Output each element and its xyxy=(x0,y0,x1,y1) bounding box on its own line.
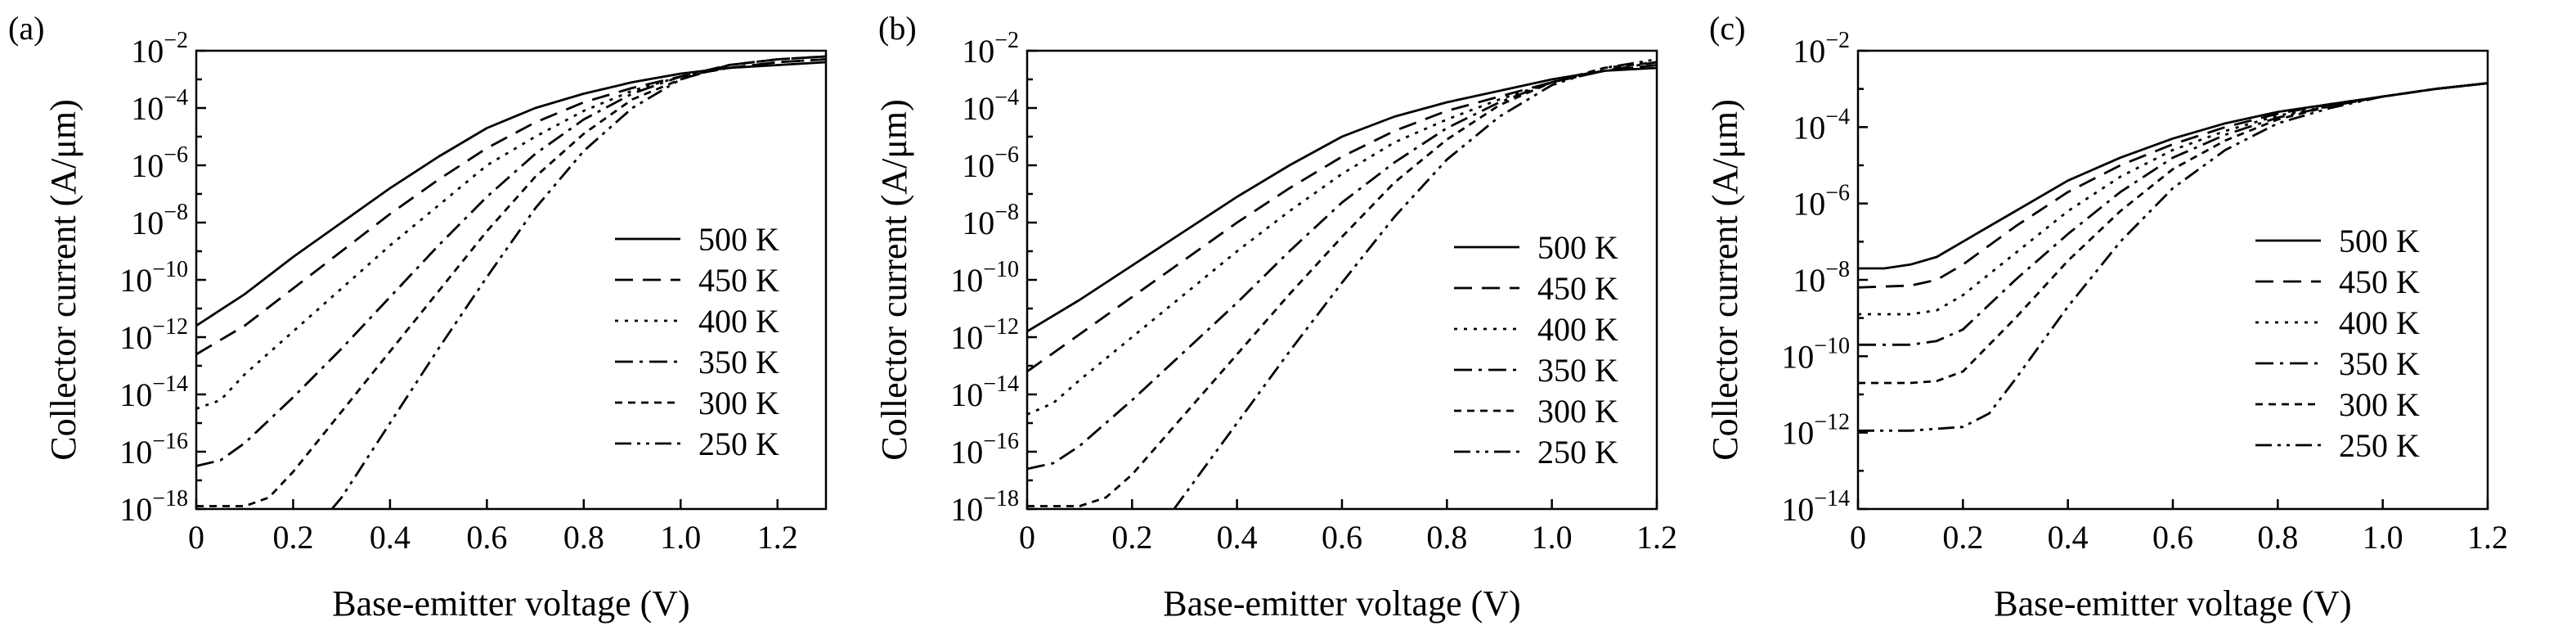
y-tick-label: 10−2 xyxy=(131,28,188,70)
x-tick-label: 0 xyxy=(188,519,204,556)
x-axis-label: Base-emitter voltage (V) xyxy=(332,583,689,624)
y-tick-label: 10−8 xyxy=(1793,257,1850,299)
x-tick-label: 1.2 xyxy=(757,519,798,556)
x-tick-label: 0 xyxy=(1850,519,1866,556)
y-tick-label: 10−4 xyxy=(1793,104,1850,146)
x-tick-label: 0.8 xyxy=(2257,519,2298,556)
legend-label: 300 K xyxy=(1537,393,1618,430)
x-tick-label: 0 xyxy=(1019,519,1035,556)
y-tick-label: 10−2 xyxy=(962,28,1019,70)
legend-label: 500 K xyxy=(698,221,779,258)
legend-label: 350 K xyxy=(698,344,779,381)
x-tick-label: 1.0 xyxy=(1532,519,1573,556)
y-axis-label: Collector current (A/μm) xyxy=(43,99,83,460)
legend-label: 350 K xyxy=(2339,345,2420,382)
panel-label: (a) xyxy=(8,10,44,47)
y-tick-label: 10−6 xyxy=(131,142,188,184)
series-line-300k xyxy=(1858,82,2488,385)
series-line-250k xyxy=(1173,58,1657,509)
legend: 500 K 450 K 400 K 350 K 300 K 250 K xyxy=(2255,223,2420,464)
y-tick-label: 10−14 xyxy=(119,372,188,413)
series-line-300k xyxy=(1027,61,1657,507)
y-tick-label: 10−8 xyxy=(131,200,188,241)
legend-label: 450 K xyxy=(2339,263,2420,300)
x-tick-label: 1.2 xyxy=(2467,519,2508,556)
y-tick-label: 10−2 xyxy=(1793,28,1850,70)
series-group xyxy=(1027,58,1657,509)
y-axis-label: Collector current (A/μm) xyxy=(1705,99,1745,460)
y-tick-label: 10−16 xyxy=(950,429,1019,471)
series-group xyxy=(196,55,826,509)
x-tick-label: 0.8 xyxy=(563,519,604,556)
legend-label: 500 K xyxy=(2339,223,2420,259)
y-tick-label: 10−10 xyxy=(1781,333,1850,375)
legend-label: 250 K xyxy=(698,426,779,462)
y-tick-label: 10−14 xyxy=(950,372,1019,413)
panel-c: (c) 0 0.2 0.4 0.6 0.8 1.0 1.2 10−14 10−12 10−10 10−… xyxy=(1705,10,2508,624)
y-tick-label: 10−12 xyxy=(119,314,188,356)
x-tick-label: 0.2 xyxy=(272,519,313,556)
series-line-450k xyxy=(196,58,826,356)
x-tick-label: 0.2 xyxy=(1111,519,1152,556)
y-tick-label: 10−6 xyxy=(962,142,1019,184)
y-tick-label: 10−8 xyxy=(962,200,1019,241)
legend: 500 K 450 K 400 K 350 K 300 K 250 K xyxy=(615,221,779,462)
x-tick-label: 0.6 xyxy=(1322,519,1362,556)
panel-label: (b) xyxy=(878,10,917,47)
y-tick-label: 10−14 xyxy=(1781,486,1850,528)
legend-label: 350 K xyxy=(1537,352,1618,389)
x-tick-label: 1.0 xyxy=(2363,519,2403,556)
legend-label: 500 K xyxy=(1537,229,1618,266)
legend: 500 K 450 K 400 K 350 K 300 K 250 K xyxy=(1454,229,1618,471)
series-line-400k xyxy=(1027,64,1657,416)
legend-label: 450 K xyxy=(1537,270,1618,307)
y-axis-label: Collector current (A/μm) xyxy=(874,99,914,460)
x-tick-label: 1.0 xyxy=(660,519,701,556)
y-tick-label: 10−10 xyxy=(119,257,188,299)
y-tick-label: 10−16 xyxy=(119,429,188,471)
legend-label: 300 K xyxy=(698,385,779,421)
legend-label: 250 K xyxy=(2339,427,2420,464)
legend-label: 250 K xyxy=(1537,434,1618,471)
panel-b: (b) 0 0.2 0.4 0.6 0.8 1.0 1.2 10−18 10−16 10−14 10−… xyxy=(874,10,1677,624)
legend-label: 300 K xyxy=(2339,386,2420,423)
panel-a: (a) 0 0.2 0.4 0.6 0.8 1.0 1.2 10−18 10−16 10−14 10−… xyxy=(8,10,828,624)
x-axis-label: Base-emitter voltage (V) xyxy=(1163,583,1520,624)
legend-label: 400 K xyxy=(2339,304,2420,341)
series-line-250k xyxy=(330,55,826,509)
series-line-500k xyxy=(196,61,826,327)
series-group xyxy=(1858,82,2488,432)
y-tick-label: 10−6 xyxy=(1793,181,1850,223)
x-axis-label: Base-emitter voltage (V) xyxy=(1994,583,2351,624)
series-line-500k xyxy=(1027,66,1657,333)
y-tick-label: 10−12 xyxy=(1781,410,1850,452)
panel-label: (c) xyxy=(1709,10,1745,47)
x-tick-label: 1.2 xyxy=(1636,519,1677,556)
y-tick-label: 10−10 xyxy=(950,257,1019,299)
series-line-250k xyxy=(1858,82,2488,432)
legend-label: 450 K xyxy=(698,262,779,299)
series-line-450k xyxy=(1027,64,1657,373)
x-tick-label: 0.4 xyxy=(1217,519,1258,556)
series-line-400k xyxy=(1858,82,2488,316)
y-tick-label: 10−4 xyxy=(131,85,188,127)
x-tick-label: 0.4 xyxy=(2048,519,2089,556)
legend-label: 400 K xyxy=(698,303,779,340)
y-tick-label: 10−4 xyxy=(962,85,1019,127)
y-tick-label: 10−12 xyxy=(950,314,1019,356)
x-tick-label: 0.2 xyxy=(1942,519,1983,556)
legend-label: 400 K xyxy=(1537,311,1618,348)
x-tick-label: 0.8 xyxy=(1426,519,1467,556)
y-tick-label: 10−18 xyxy=(950,486,1019,528)
x-tick-label: 0.6 xyxy=(2152,519,2193,556)
x-tick-label: 0.4 xyxy=(370,519,411,556)
series-line-350k xyxy=(1027,61,1657,471)
x-tick-label: 0.6 xyxy=(466,519,507,556)
y-tick-label: 10−18 xyxy=(119,486,188,528)
